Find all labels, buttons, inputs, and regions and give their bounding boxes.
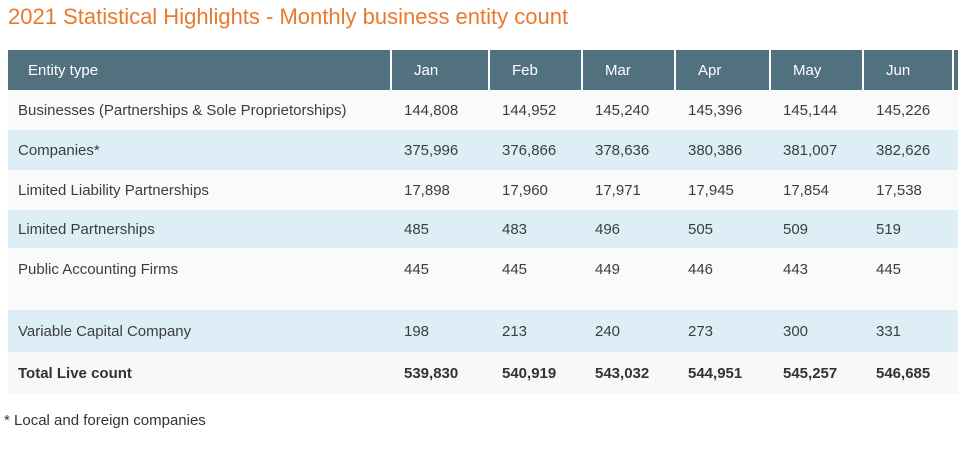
value-cell: 378,636 [595, 141, 650, 159]
cutoff-cell [953, 290, 958, 310]
cutoff-cell [953, 90, 958, 130]
value-cell [582, 290, 675, 310]
table-row-limited-liability-partnerships: Limited Liability Partnerships 17,898 17… [8, 170, 958, 210]
row-label-cell [8, 290, 391, 310]
value-cell: 543,032 [595, 364, 650, 382]
value-cell: 144,952 [502, 101, 557, 119]
value-cell: 375,996 [404, 141, 459, 159]
row-label-cell: Businesses (Partnerships & Sole Propriet… [18, 101, 347, 119]
value-cell: 519 [876, 220, 902, 238]
value-cell: 17,854 [783, 181, 829, 199]
row-label-cell: Total Live count [18, 364, 132, 382]
value-cell: 145,240 [595, 101, 650, 119]
value-cell [391, 290, 489, 310]
value-cell: 17,898 [404, 181, 450, 199]
value-cell: 443 [783, 260, 809, 278]
value-cell: 483 [502, 220, 528, 238]
row-label-cell: Limited Liability Partnerships [18, 181, 209, 199]
value-cell: 445 [404, 260, 430, 278]
table-row-limited-partnerships: Limited Partnerships 485 483 496 505 509… [8, 210, 958, 248]
cutoff-cell [953, 170, 958, 210]
value-cell: 198 [404, 322, 430, 340]
value-cell: 17,971 [595, 181, 641, 199]
cutoff-cell [953, 352, 958, 394]
header-cell-month-jan: Jan [390, 50, 489, 90]
value-cell: 145,396 [688, 101, 743, 119]
table-row-public-accounting-firms: Public Accounting Firms 445 445 449 446 … [8, 248, 958, 290]
table-header-row: Entity type Jan Feb Mar Apr May Jun [8, 50, 958, 90]
value-cell: 445 [502, 260, 528, 278]
table-row-empty [8, 290, 958, 310]
value-cell: 540,919 [502, 364, 557, 382]
value-cell: 240 [595, 322, 621, 340]
value-cell: 485 [404, 220, 430, 238]
value-cell [489, 290, 582, 310]
value-cell: 382,626 [876, 141, 931, 159]
table-row-businesses: Businesses (Partnerships & Sole Propriet… [8, 90, 958, 130]
row-label-cell: Companies* [18, 141, 100, 159]
value-cell: 505 [688, 220, 714, 238]
value-cell: 331 [876, 322, 902, 340]
page-title: 2021 Statistical Highlights - Monthly bu… [8, 4, 569, 29]
value-cell: 376,866 [502, 141, 557, 159]
value-cell: 545,257 [783, 364, 838, 382]
footnote: * Local and foreign companies [4, 412, 206, 429]
cutoff-cell [953, 248, 958, 290]
table-row-total-live-count: Total Live count 539,830 540,919 543,032… [8, 352, 958, 394]
value-cell: 546,685 [876, 364, 931, 382]
header-cell-month-jun: Jun [862, 50, 953, 90]
value-cell: 300 [783, 322, 809, 340]
value-cell: 273 [688, 322, 714, 340]
value-cell: 145,226 [876, 101, 931, 119]
entity-count-table: Entity type Jan Feb Mar Apr May Jun Busi… [8, 50, 958, 394]
cutoff-cell [953, 130, 958, 170]
value-cell: 445 [876, 260, 902, 278]
value-cell: 380,386 [688, 141, 743, 159]
value-cell: 144,808 [404, 101, 459, 119]
value-cell: 544,951 [688, 364, 743, 382]
value-cell: 449 [595, 260, 621, 278]
value-cell: 381,007 [783, 141, 838, 159]
header-cell-cutoff-next-month [952, 50, 958, 90]
row-label-cell: Limited Partnerships [18, 220, 155, 238]
value-cell: 213 [502, 322, 528, 340]
value-cell: 496 [595, 220, 621, 238]
row-label-cell: Public Accounting Firms [18, 260, 179, 278]
value-cell: 145,144 [783, 101, 838, 119]
header-cell-entity-type: Entity type [8, 50, 391, 90]
value-cell [770, 290, 863, 310]
cutoff-cell [953, 210, 958, 248]
value-cell [863, 290, 953, 310]
value-cell: 17,960 [502, 181, 548, 199]
value-cell [675, 290, 770, 310]
table-row-companies: Companies* 375,996 376,866 378,636 380,3… [8, 130, 958, 170]
value-cell: 446 [688, 260, 714, 278]
cutoff-cell [953, 310, 958, 352]
value-cell: 17,945 [688, 181, 734, 199]
header-cell-month-may: May [769, 50, 863, 90]
value-cell: 539,830 [404, 364, 459, 382]
value-cell: 509 [783, 220, 809, 238]
header-cell-month-mar: Mar [581, 50, 675, 90]
header-cell-month-apr: Apr [674, 50, 770, 90]
value-cell: 17,538 [876, 181, 922, 199]
table-row-variable-capital-company: Variable Capital Company 198 213 240 273… [8, 310, 958, 352]
row-label-cell: Variable Capital Company [18, 322, 192, 340]
header-cell-month-feb: Feb [488, 50, 582, 90]
